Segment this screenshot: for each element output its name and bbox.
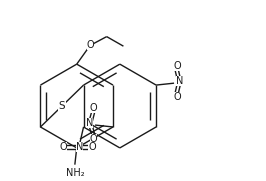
Text: N: N xyxy=(176,77,183,87)
Text: O: O xyxy=(60,142,68,152)
Text: N: N xyxy=(76,142,83,152)
Text: O: O xyxy=(87,41,94,50)
Text: S: S xyxy=(59,101,65,111)
Text: O: O xyxy=(90,134,97,144)
Text: O: O xyxy=(88,142,96,152)
Text: N: N xyxy=(86,118,93,128)
Text: O: O xyxy=(173,92,181,102)
Text: NH₂: NH₂ xyxy=(66,168,85,178)
Text: O: O xyxy=(90,103,97,113)
Text: O: O xyxy=(173,61,181,71)
